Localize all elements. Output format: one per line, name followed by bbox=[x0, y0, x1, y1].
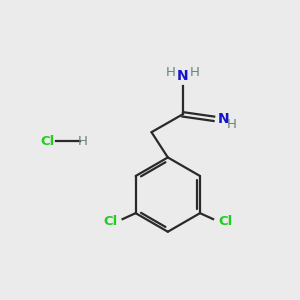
Text: Cl: Cl bbox=[103, 215, 117, 228]
Text: Cl: Cl bbox=[40, 135, 55, 148]
Text: H: H bbox=[227, 118, 237, 130]
Text: N: N bbox=[177, 68, 188, 83]
Text: Cl: Cl bbox=[218, 215, 233, 228]
Text: H: H bbox=[78, 135, 88, 148]
Text: N: N bbox=[218, 112, 229, 126]
Text: H: H bbox=[165, 66, 175, 79]
Text: H: H bbox=[190, 66, 200, 79]
